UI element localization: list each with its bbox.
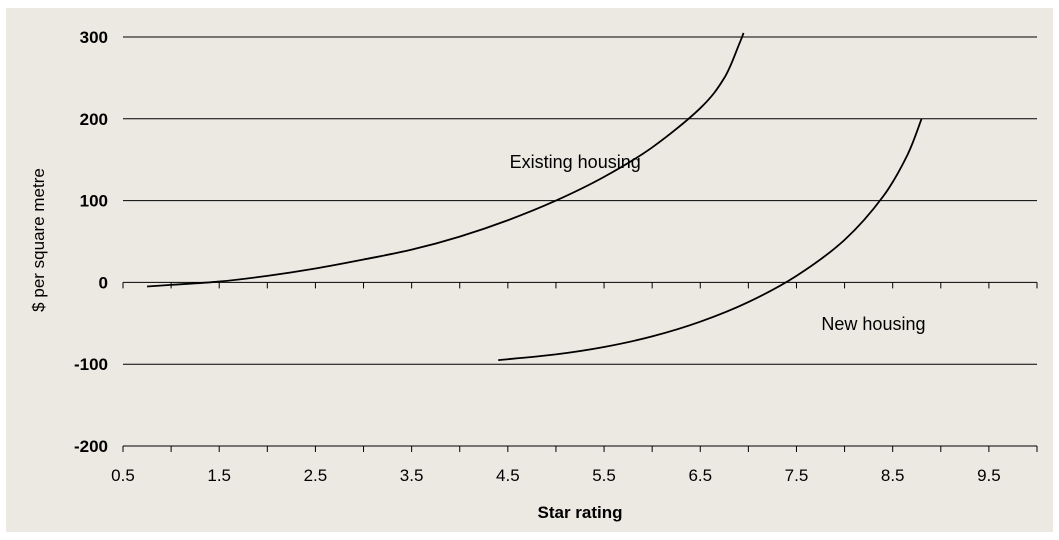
x-tick-label-9: 9.5 <box>977 466 1001 485</box>
x-tick-label-0: 0.5 <box>111 466 135 485</box>
y-axis-title: $ per square metre <box>29 168 48 312</box>
x-tick-label-2: 2.5 <box>304 466 328 485</box>
y-tick-label-3: 0 <box>99 273 108 292</box>
x-tick-label-5: 5.5 <box>592 466 616 485</box>
x-axis-title: Star rating <box>537 503 622 522</box>
y-tick-labels: 300 200 100 0 -100 -200 <box>74 28 108 456</box>
chart-background <box>6 8 1053 532</box>
x-tick-label-1: 1.5 <box>207 466 231 485</box>
x-tick-label-7: 7.5 <box>785 466 809 485</box>
x-tick-label-6: 6.5 <box>688 466 712 485</box>
series-lines <box>146 32 923 362</box>
y-tick-label-1: 200 <box>80 110 108 129</box>
annotation-existing-housing: Existing housing <box>510 152 641 172</box>
x-axis-ticks <box>122 282 1038 452</box>
annotations: Existing housing New housing <box>510 152 926 334</box>
series-line-existing-housing <box>146 32 745 288</box>
series-line-new-housing <box>498 118 923 362</box>
x-tick-labels: 0.5 1.5 2.5 3.5 4.5 5.5 6.5 7.5 8.5 9.5 <box>111 466 1001 485</box>
x-tick-label-4: 4.5 <box>496 466 520 485</box>
y-tick-label-5: -200 <box>74 437 108 456</box>
x-tick-label-8: 8.5 <box>881 466 905 485</box>
gridlines <box>123 36 1037 447</box>
y-tick-label-2: 100 <box>80 192 108 211</box>
annotation-new-housing: New housing <box>821 314 925 334</box>
y-tick-label-4: -100 <box>74 355 108 374</box>
y-tick-label-0: 300 <box>80 28 108 47</box>
x-tick-label-3: 3.5 <box>400 466 424 485</box>
